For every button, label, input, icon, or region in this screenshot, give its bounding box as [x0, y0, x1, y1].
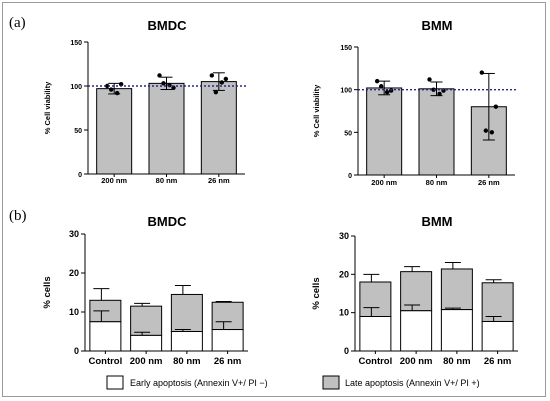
chart-title: BMM	[421, 18, 452, 33]
data-point	[479, 70, 485, 75]
data-point	[489, 130, 495, 135]
y-tick-label: 100	[340, 88, 352, 95]
y-tick-label: 0	[78, 172, 82, 179]
bar-late-apoptosis	[359, 281, 392, 317]
bar-late-apoptosis	[211, 301, 244, 331]
data-point	[219, 80, 225, 85]
bar-early-apoptosis	[170, 331, 203, 352]
legend-label-early: Early apoptosis (Annexin V+/ PI −)	[130, 378, 268, 388]
data-point	[104, 83, 110, 89]
bar-late-apoptosis	[440, 268, 473, 311]
y-tick-label: 20	[69, 268, 79, 278]
y-tick-label: 0	[344, 346, 349, 356]
chart-title: BMM	[421, 214, 452, 229]
data-point	[114, 90, 120, 96]
panel-label-a: (a)	[9, 15, 26, 31]
bar-late-apoptosis	[481, 282, 514, 322]
bar	[366, 87, 403, 176]
data-point	[431, 87, 436, 92]
y-tick-label: 150	[340, 45, 352, 52]
data-point	[213, 89, 219, 95]
bar-early-apoptosis	[440, 309, 473, 352]
chart-title: BMDC	[148, 214, 188, 229]
y-axis-label: % Cell viability	[43, 81, 52, 134]
data-point	[483, 128, 489, 133]
data-point	[384, 90, 390, 95]
bar-late-apoptosis	[400, 271, 433, 312]
data-point	[378, 84, 384, 89]
chart-b-bmm: BMM % cells 0 10 20 30 Control 200 nm 80 nm 26 nm	[311, 214, 518, 367]
x-tick-label: Control	[88, 356, 122, 367]
data-point	[108, 87, 114, 92]
x-tick-label: 80 nm	[443, 356, 470, 367]
y-axis-label: % cells	[42, 276, 53, 308]
x-tick-label: 200 nm	[400, 356, 433, 367]
y-tick-label: 30	[69, 229, 79, 239]
bar	[148, 82, 185, 175]
x-tick-label: 26 nm	[214, 356, 241, 367]
bar-early-apoptosis	[211, 329, 244, 352]
legend-label-late: Late apoptosis (Annexin V+/ PI +)	[345, 378, 480, 388]
bar-late-apoptosis	[170, 293, 203, 333]
x-tick-label: 26 nm	[478, 178, 500, 187]
bar-early-apoptosis	[481, 320, 514, 352]
x-tick-label: 26 nm	[484, 356, 511, 367]
data-point	[223, 76, 229, 82]
y-tick-label: 50	[74, 128, 82, 135]
bar	[200, 81, 237, 175]
legend: Early apoptosis (Annexin V+/ PI −) Late …	[106, 375, 480, 390]
x-tick-label: 200 nm	[130, 356, 163, 367]
x-tick-label: 80 nm	[426, 178, 448, 187]
bar	[418, 88, 455, 176]
chart-a-bmm: BMM % Cell viability 0 50 100 150 200 nm 80 nm 2…	[312, 18, 517, 187]
y-tick-label: 10	[339, 308, 349, 318]
bar	[96, 88, 133, 175]
x-tick-label: 200 nm	[101, 176, 127, 185]
bar-early-apoptosis	[130, 334, 163, 352]
x-tick-label: 80 nm	[173, 356, 200, 367]
y-tick-label: 100	[70, 84, 82, 91]
x-tick-label: 26 nm	[208, 176, 230, 185]
x-tick-label: Control	[358, 356, 392, 367]
data-point	[374, 78, 380, 84]
bar-early-apoptosis	[359, 316, 392, 352]
panel-label-b: (b)	[9, 208, 27, 224]
data-point	[437, 91, 442, 97]
legend-swatch-late	[322, 375, 340, 390]
x-tick-label: 200 nm	[371, 178, 397, 187]
y-tick-label: 150	[70, 40, 82, 47]
y-tick-label: 30	[339, 231, 349, 241]
data-point	[161, 81, 166, 86]
data-point	[209, 73, 215, 78]
y-tick-label: 20	[339, 269, 349, 279]
y-tick-label: 50	[344, 130, 352, 137]
y-tick-label: 0	[74, 346, 79, 356]
chart-title: BMDC	[148, 18, 188, 33]
bar-early-apoptosis	[89, 321, 122, 352]
legend-swatch-early	[106, 375, 124, 390]
chart-b-bmdc: BMDC % cells 0 10 20 30 Control 200 nm 80 nm 26 n…	[42, 214, 248, 367]
data-point	[427, 77, 432, 82]
data-point	[157, 73, 162, 78]
data-point	[493, 104, 499, 109]
y-tick-label: 10	[69, 307, 79, 317]
x-tick-label: 80 nm	[156, 176, 178, 185]
bar-early-apoptosis	[400, 310, 433, 352]
figure-frame	[2, 2, 546, 397]
y-axis-label: % cells	[311, 277, 322, 309]
bar-late-apoptosis	[130, 305, 163, 336]
y-axis-label: % Cell viability	[312, 84, 321, 137]
chart-a-bmdc: BMDC % Cell viability 0 50 100 150 200 nm 80 nm…	[43, 18, 247, 185]
y-tick-label: 0	[348, 173, 352, 180]
